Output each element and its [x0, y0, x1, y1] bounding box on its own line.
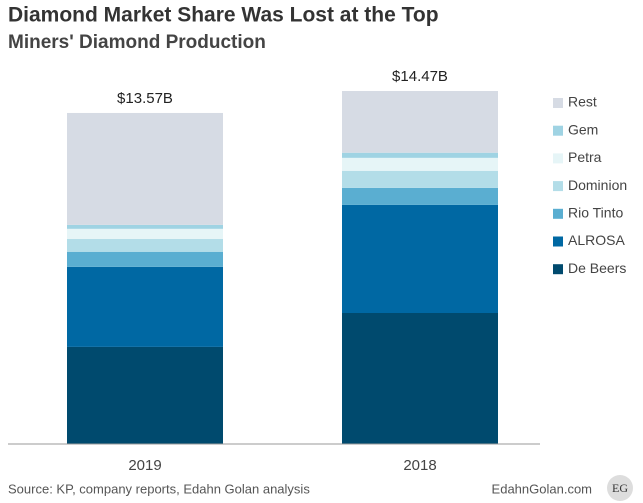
bar-segment [342, 91, 498, 153]
legend-label: Petra [568, 149, 602, 165]
bar-segment [67, 346, 223, 444]
legend-swatch [553, 236, 563, 247]
bar-segment [67, 251, 223, 267]
legend-label: Rest [568, 94, 597, 110]
legend-label: Gem [568, 121, 598, 137]
bar-segment [342, 312, 498, 444]
chart-subtitle: Miners' Diamond Production [8, 32, 266, 53]
brand: EdahnGolan.com [492, 481, 592, 496]
bar-segment [342, 152, 498, 158]
logo-circle [607, 475, 633, 501]
chart-title: Diamond Market Share Was Lost at the Top [8, 4, 439, 27]
total-label: $14.47B [392, 68, 448, 85]
bar-segment [67, 228, 223, 239]
legend-label: De Beers [568, 260, 626, 276]
legend-label: Dominion [568, 177, 627, 193]
bar-segment [67, 112, 223, 225]
bar-segment [67, 266, 223, 347]
x-tick-label: 2018 [403, 457, 436, 474]
legend-label: ALROSA [568, 232, 625, 248]
logo: EG [612, 481, 628, 495]
bar-segment [67, 238, 223, 252]
bar-segment [67, 224, 223, 229]
source: Source: KP, company reports, Edahn Golan… [8, 481, 310, 496]
bar-segment [342, 170, 498, 188]
bar-segment [342, 204, 498, 313]
legend-swatch [553, 98, 563, 108]
legend-swatch [553, 264, 563, 275]
legend-swatch [553, 208, 563, 219]
legend-swatch [553, 181, 563, 192]
bar-segment [342, 157, 498, 171]
bar-segment [342, 187, 498, 205]
legend-swatch [553, 125, 563, 136]
total-label: $13.57B [117, 90, 173, 107]
legend-label: Rio Tinto [568, 205, 623, 221]
x-tick-label: 2019 [128, 457, 161, 474]
legend-swatch [553, 153, 563, 164]
